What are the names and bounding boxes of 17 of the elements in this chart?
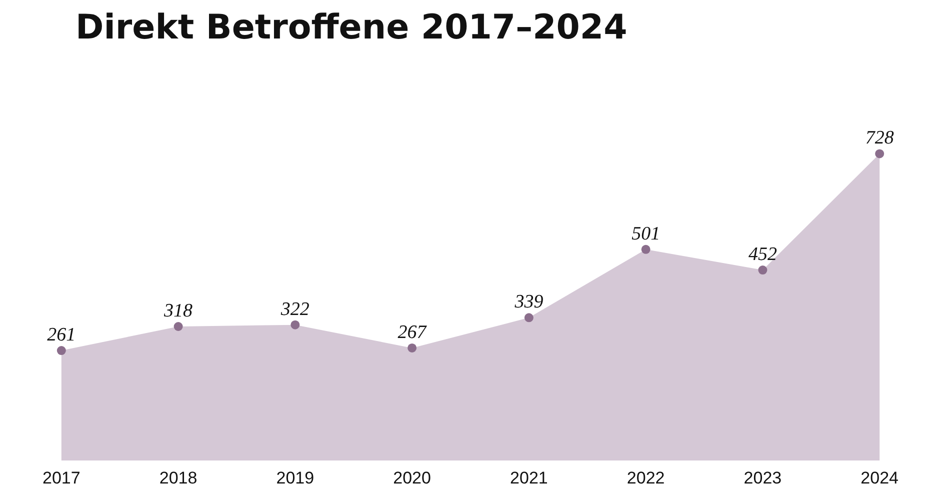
data-label: 339 xyxy=(514,292,544,313)
x-tick-label: 2019 xyxy=(276,468,314,488)
x-tick-label: 2021 xyxy=(510,468,548,488)
x-tick-label: 2020 xyxy=(393,468,431,488)
x-tick-label: 2022 xyxy=(626,468,665,488)
x-tick-label: 2023 xyxy=(744,468,782,488)
data-label: 501 xyxy=(632,223,660,244)
data-label: 261 xyxy=(47,324,76,346)
data-label: 452 xyxy=(748,244,778,266)
data-label: 318 xyxy=(163,300,194,322)
data-label: 322 xyxy=(280,298,310,320)
chart-title: Direkt Betroffene 2017–2024 xyxy=(76,8,628,48)
x-tick-label: 2017 xyxy=(42,468,80,488)
x-tick-label: 2018 xyxy=(159,468,198,488)
data-label: 728 xyxy=(865,128,894,149)
data-label: 267 xyxy=(398,322,428,343)
x-tick-label: 2024 xyxy=(860,468,899,488)
